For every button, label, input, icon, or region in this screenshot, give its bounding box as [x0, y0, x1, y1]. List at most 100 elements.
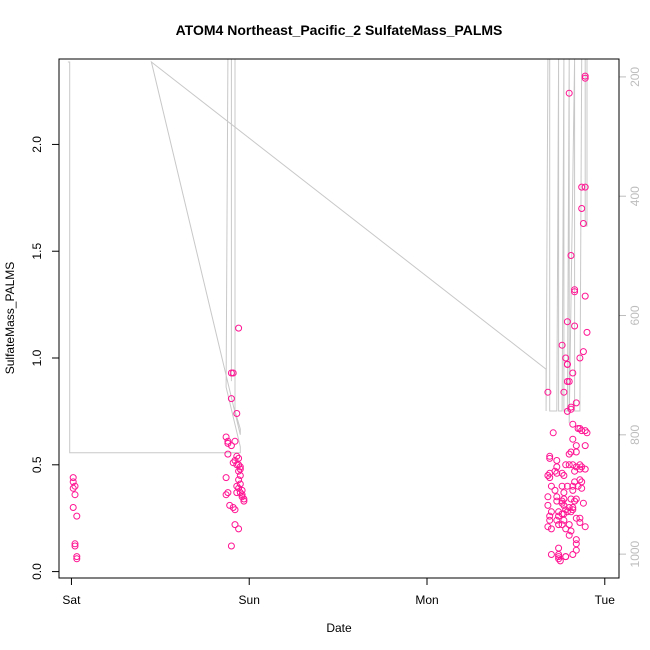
data-point	[567, 252, 575, 259]
data-point	[583, 328, 591, 336]
data-point	[558, 341, 566, 349]
data-point	[544, 501, 552, 509]
data-point	[569, 435, 577, 443]
data-point	[227, 442, 235, 450]
data-point	[567, 527, 575, 535]
right-tick-label: 400	[628, 186, 642, 206]
data-point	[544, 523, 552, 531]
data-point	[563, 360, 571, 368]
data-point	[579, 499, 587, 507]
data-point	[231, 437, 239, 445]
data-point	[71, 540, 79, 548]
y-tick-label: 1.0	[30, 349, 44, 366]
data-point	[224, 439, 232, 447]
data-point	[562, 461, 570, 469]
data-point	[578, 463, 586, 471]
data-point	[572, 463, 580, 471]
data-point	[553, 457, 561, 464]
data-point	[229, 369, 237, 377]
data-point	[569, 420, 577, 428]
data-point	[567, 405, 575, 413]
data-point	[563, 407, 571, 415]
data-point	[73, 512, 81, 520]
data-point	[235, 324, 243, 332]
data-point	[547, 482, 555, 490]
right-tick-label: 1000	[628, 540, 642, 567]
y-tick-label: 1.5	[30, 243, 44, 260]
data-point	[238, 491, 246, 499]
points-layer	[69, 72, 591, 565]
data-point	[224, 450, 232, 458]
data-point	[581, 465, 589, 473]
data-point	[558, 499, 566, 507]
data-point	[578, 183, 586, 191]
data-point	[71, 482, 79, 490]
data-point	[236, 480, 244, 488]
data-point	[227, 395, 235, 403]
data-point	[572, 399, 580, 407]
data-point	[222, 474, 230, 482]
data-point	[567, 403, 575, 411]
data-point	[546, 454, 554, 462]
data-point	[574, 482, 582, 490]
plot-frame	[58, 58, 620, 579]
data-point	[572, 540, 580, 548]
data-point	[565, 89, 573, 97]
data-point	[544, 388, 552, 396]
data-point	[569, 506, 577, 514]
data-point	[576, 354, 584, 362]
data-point	[236, 463, 244, 471]
data-point	[572, 448, 580, 456]
data-point	[544, 493, 552, 501]
data-point	[553, 516, 561, 524]
data-point	[581, 183, 589, 191]
data-point	[576, 465, 584, 473]
data-point	[578, 205, 586, 212]
data-point	[581, 523, 589, 531]
data-point	[231, 457, 239, 464]
data-point	[236, 472, 244, 479]
x-tick-label: Sun	[239, 593, 260, 607]
data-point	[71, 491, 79, 499]
data-point	[555, 521, 563, 529]
data-point	[563, 482, 571, 490]
data-point	[222, 433, 230, 441]
data-point	[544, 472, 552, 479]
data-point	[235, 484, 243, 492]
pressure-line	[67, 58, 589, 454]
data-point	[555, 555, 563, 563]
data-point	[569, 369, 577, 377]
data-point	[581, 427, 589, 435]
data-point	[569, 504, 577, 511]
data-point	[569, 486, 577, 494]
data-point	[567, 508, 575, 516]
data-point	[555, 553, 563, 561]
data-point	[546, 452, 554, 460]
data-point	[569, 551, 577, 558]
y-axis-label: SulfateMass_PALMS	[3, 262, 17, 375]
data-point	[581, 74, 589, 82]
data-point	[547, 508, 555, 516]
data-point	[235, 467, 243, 475]
data-point	[565, 378, 573, 385]
data-point	[578, 484, 586, 492]
data-point	[227, 542, 235, 550]
right-tick-label: 600	[628, 305, 642, 325]
data-point	[235, 525, 243, 533]
right-tick-label: 200	[628, 67, 642, 87]
x-tick-label: Mon	[415, 593, 438, 607]
pressure-layer	[67, 58, 589, 454]
data-point	[69, 484, 77, 492]
data-point	[576, 461, 584, 469]
data-point	[558, 521, 566, 529]
right-tick-label: 800	[628, 424, 642, 444]
data-point	[233, 452, 241, 460]
data-point	[556, 557, 564, 565]
data-point	[572, 546, 580, 554]
data-point	[567, 448, 575, 456]
data-point	[560, 516, 568, 524]
data-point	[224, 489, 232, 497]
data-point	[222, 491, 230, 499]
data-point	[572, 514, 580, 522]
